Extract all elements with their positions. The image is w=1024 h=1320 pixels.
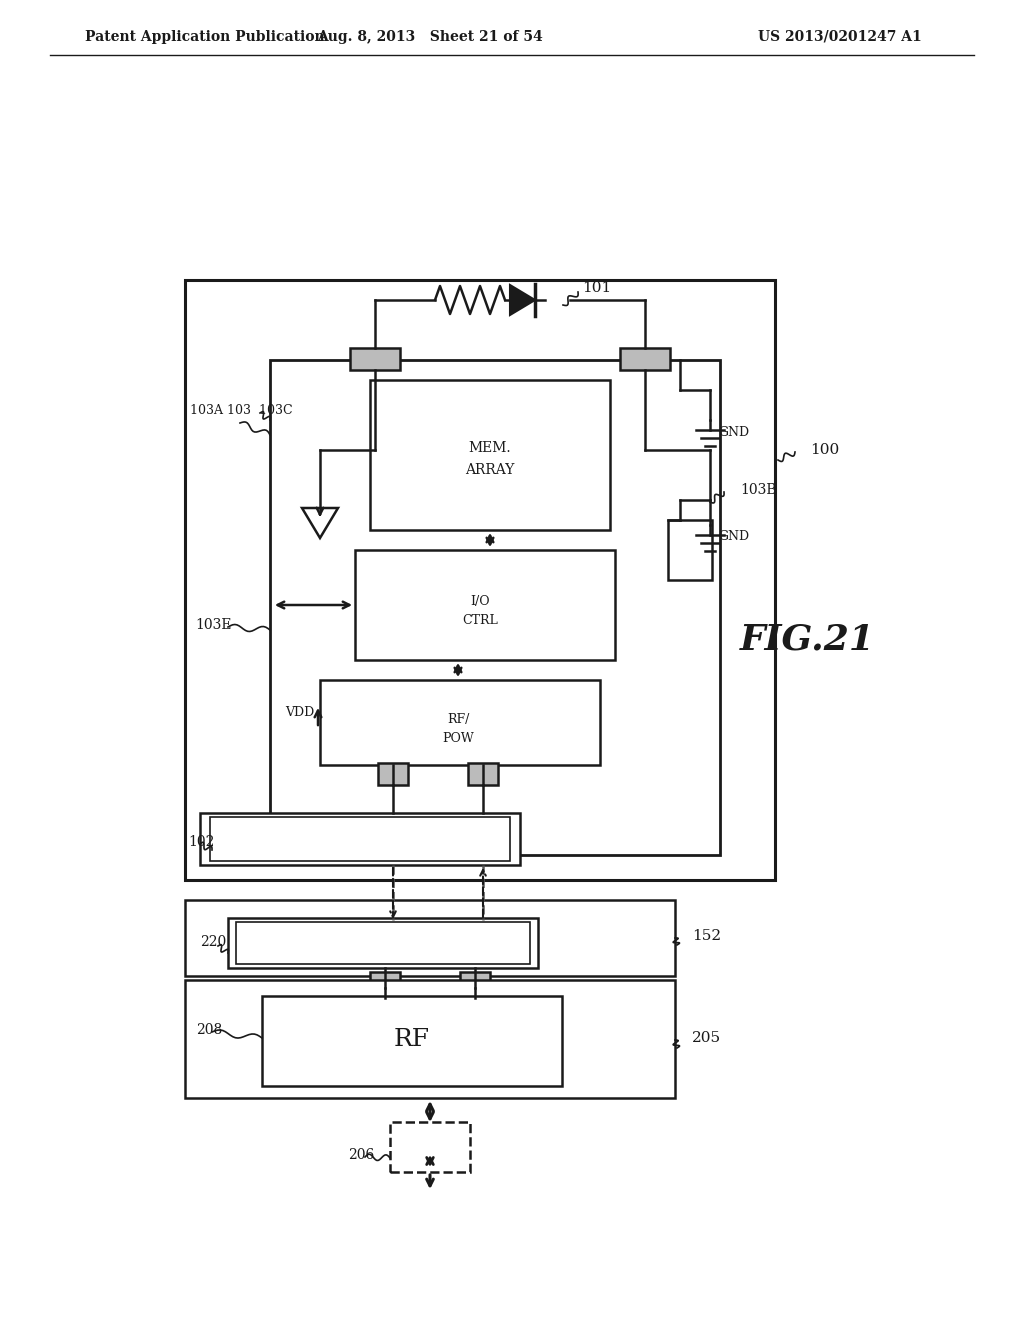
Bar (262, 997, 562, 1086)
Text: 103A 103  103C: 103A 103 103C (190, 404, 293, 417)
Text: 220: 220 (200, 935, 226, 949)
Text: Aug. 8, 2013   Sheet 21 of 54: Aug. 8, 2013 Sheet 21 of 54 (317, 30, 543, 44)
Bar (185, 979, 675, 1098)
Bar (378, 763, 408, 785)
Text: GND: GND (718, 425, 750, 438)
Bar (350, 348, 400, 370)
Bar (228, 917, 538, 968)
Bar (370, 380, 610, 531)
Text: US 2013/0201247 A1: US 2013/0201247 A1 (758, 30, 922, 44)
Text: FIG.21: FIG.21 (740, 623, 874, 657)
Text: 208: 208 (196, 1023, 222, 1038)
Text: 101: 101 (582, 281, 611, 294)
Text: RF: RF (394, 1028, 430, 1052)
Bar (236, 921, 530, 964)
Text: GND: GND (718, 531, 750, 544)
Bar (200, 813, 520, 865)
Text: 152: 152 (692, 929, 721, 942)
Text: CTRL: CTRL (462, 614, 498, 627)
Bar (355, 550, 615, 660)
Text: 100: 100 (810, 444, 840, 457)
Text: 206: 206 (348, 1148, 374, 1162)
Bar (185, 280, 775, 880)
Bar (620, 348, 670, 370)
Bar (460, 972, 490, 987)
Bar (370, 972, 400, 987)
Text: 103E: 103E (195, 618, 231, 632)
Bar (668, 520, 712, 579)
Text: MEM.: MEM. (469, 441, 511, 455)
Polygon shape (510, 285, 535, 315)
Bar (468, 763, 498, 785)
Text: 205: 205 (692, 1031, 721, 1045)
Text: I/O: I/O (470, 595, 489, 609)
Bar (210, 817, 510, 861)
Text: 103B: 103B (740, 483, 776, 498)
Text: ARRAY: ARRAY (465, 463, 515, 477)
Text: 102: 102 (188, 836, 214, 849)
Bar (185, 900, 675, 975)
Bar (390, 1122, 470, 1172)
Text: Patent Application Publication: Patent Application Publication (85, 30, 325, 44)
Text: POW: POW (442, 731, 474, 744)
Text: RF/: RF/ (446, 714, 469, 726)
Bar (319, 680, 600, 766)
Text: VDD: VDD (286, 705, 314, 718)
Bar (270, 360, 720, 855)
